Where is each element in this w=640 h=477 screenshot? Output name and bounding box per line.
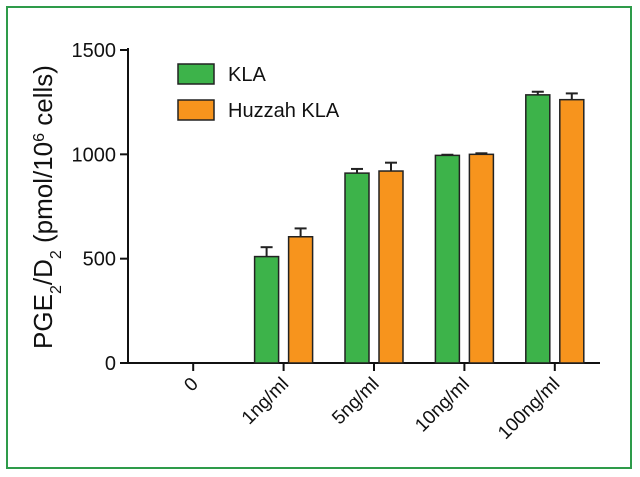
y-axis-label-part: cells)	[28, 65, 58, 133]
y-tick-label: 0	[105, 353, 116, 375]
bar	[344, 172, 370, 364]
legend: KLA Huzzah KLA	[177, 63, 340, 122]
y-axis-label-part: PGE	[28, 294, 58, 349]
x-tick-label: 1ng/ml	[238, 374, 293, 429]
legend-label: Huzzah KLA	[228, 100, 340, 122]
bar	[559, 98, 585, 364]
x-tick-label: 100ng/ml	[494, 374, 564, 444]
bar	[468, 153, 495, 364]
y-axis-label-part: (pmol/10	[28, 142, 58, 250]
bar	[287, 236, 314, 364]
y-tick-label: 500	[83, 249, 116, 271]
bar	[378, 170, 404, 364]
bar	[525, 94, 551, 364]
y-axis-label-part: 2	[48, 285, 65, 294]
y-tick-label: 1500	[72, 40, 117, 62]
legend-swatch	[177, 99, 215, 121]
y-tick-label: 1000	[72, 144, 117, 166]
y-axis-label-part: /D	[28, 259, 58, 285]
y-axis-label: PGE2/D2 (pmol/106 cells)	[28, 65, 65, 349]
x-tick-label: 10ng/ml	[411, 374, 474, 437]
y-axis-label-part: 2	[48, 250, 65, 259]
bar	[434, 154, 461, 364]
bars	[253, 90, 585, 364]
bar	[253, 255, 280, 364]
y-axis-label-part: 6	[31, 133, 48, 142]
legend-swatch	[177, 63, 215, 85]
legend-label: KLA	[228, 64, 266, 86]
x-tick-label: 5ng/ml	[328, 374, 383, 429]
x-tick-label: 0	[180, 374, 202, 396]
